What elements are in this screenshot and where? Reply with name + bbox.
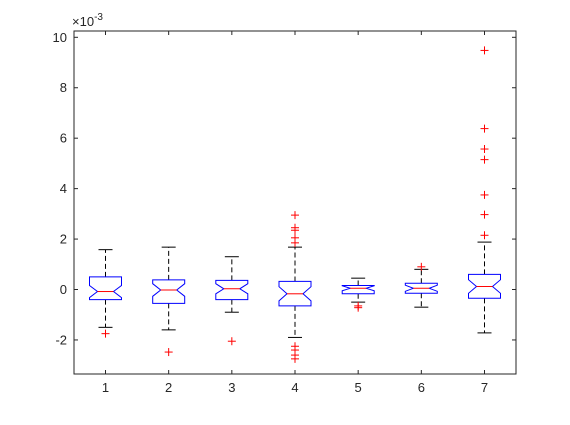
notched-box (468, 273, 501, 299)
outlier-marker (291, 211, 299, 220)
y-tick-label: 0 (60, 282, 67, 297)
box-group-6 (404, 262, 438, 308)
outlier-marker (291, 226, 299, 235)
y-tick-label: 10 (53, 30, 67, 45)
x-tick-label: 1 (102, 380, 109, 395)
scale-exponent-power: -3 (94, 12, 103, 23)
y-tick-label: 8 (60, 80, 67, 95)
notched-box (89, 276, 122, 301)
box-group-5 (341, 277, 375, 312)
outlier-marker (291, 354, 299, 363)
x-tick-label: 4 (291, 380, 298, 395)
outlier-marker (480, 190, 489, 199)
y-tick-label: 6 (60, 131, 67, 146)
svg-text:×10-3: ×10-3 (72, 12, 103, 29)
outlier-marker (480, 155, 489, 164)
notched-box (215, 279, 249, 301)
scale-exponent-label: ×10-3 (72, 12, 103, 29)
scale-exponent-base: ×10 (72, 14, 94, 29)
outlier-marker (480, 231, 489, 240)
y-tick-label: 4 (60, 181, 67, 196)
y-tick-label: 2 (60, 232, 67, 247)
box-group-1 (89, 249, 122, 338)
x-tick-label: 7 (481, 380, 488, 395)
outlier-marker (354, 303, 363, 312)
box-group-3 (215, 256, 249, 346)
box-group-2 (152, 246, 186, 357)
outlier-marker (480, 145, 489, 154)
x-tick-label: 5 (355, 380, 362, 395)
box-group-4 (278, 211, 312, 363)
notched-box (278, 280, 312, 307)
boxes-layer (89, 46, 501, 363)
box-group-7 (468, 46, 501, 334)
notched-box (152, 279, 186, 304)
outlier-marker (480, 210, 489, 219)
outlier-marker (291, 238, 299, 247)
outlier-marker (164, 348, 173, 357)
x-tick-label: 2 (165, 380, 172, 395)
y-tick-label: -2 (55, 332, 67, 347)
outlier-marker (417, 262, 426, 271)
notched-box (404, 282, 438, 294)
outlier-marker (101, 329, 110, 338)
outlier-marker (480, 46, 489, 55)
notched-box (341, 285, 375, 295)
outlier-marker (227, 337, 236, 346)
x-tick-label: 3 (228, 380, 235, 395)
x-tick-label: 6 (418, 380, 425, 395)
outlier-marker (480, 124, 489, 133)
